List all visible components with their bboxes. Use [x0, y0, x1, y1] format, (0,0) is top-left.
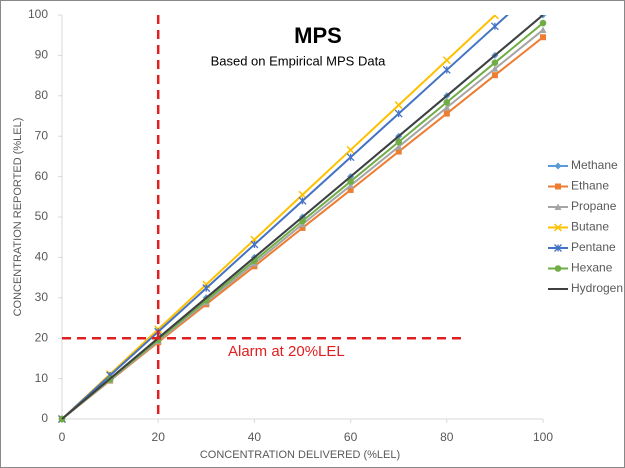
y-tick-label: 50 [35, 209, 49, 223]
marker [347, 186, 354, 193]
x-tick-label: 100 [533, 430, 553, 444]
legend-label: Propane [571, 199, 617, 213]
marker [347, 181, 355, 189]
marker [298, 190, 307, 199]
marker [395, 138, 403, 146]
marker [554, 162, 562, 170]
marker [394, 109, 403, 118]
marker [442, 65, 451, 74]
marker [299, 224, 306, 231]
legend-label: Methane [571, 158, 618, 172]
legend-label: Butane [571, 220, 609, 234]
marker [394, 101, 403, 110]
marker [298, 196, 307, 205]
legend-label: Pentane [571, 240, 616, 254]
marker [202, 284, 211, 293]
marker [346, 153, 355, 162]
y-tick-label: 10 [35, 371, 49, 385]
marker [491, 72, 498, 79]
legend-label: Hydrogen [571, 281, 623, 295]
marker [490, 15, 499, 20]
marker [539, 19, 547, 27]
marker [539, 26, 547, 33]
marker [347, 178, 354, 185]
marker [553, 223, 563, 232]
y-tick-label: 0 [41, 411, 48, 425]
series-line [61, 15, 496, 420]
chart-subtitle: Based on Empirical MPS Data [211, 53, 387, 68]
marker [443, 98, 451, 106]
x-axis-title: CONCENTRATION DELIVERED (%LEL) [200, 449, 400, 461]
marker [554, 265, 562, 272]
legend-label: Ethane [571, 179, 609, 193]
marker [442, 56, 451, 65]
y-tick-label: 100 [28, 7, 48, 21]
legend-label: Hexane [571, 261, 613, 275]
series-line [61, 15, 544, 420]
marker [491, 65, 499, 72]
marker [395, 143, 403, 150]
chart-title: MPS [294, 23, 342, 48]
marker [491, 59, 499, 66]
marker [443, 110, 450, 117]
marker [554, 244, 562, 252]
x-tick-label: 80 [440, 430, 454, 444]
y-tick-label: 70 [35, 128, 49, 142]
marker [250, 240, 259, 249]
marker [540, 34, 546, 41]
y-tick-label: 20 [35, 330, 49, 344]
marker [395, 148, 402, 155]
y-tick-label: 80 [35, 88, 49, 102]
marker [346, 145, 355, 154]
y-axis-title: CONCENTRATION REPORTED (%LEL) [12, 118, 24, 317]
x-tick-label: 20 [152, 430, 166, 444]
x-tick-label: 60 [344, 430, 358, 444]
alarm-annotation: Alarm at 20%LEL [228, 343, 345, 360]
y-tick-label: 40 [35, 250, 49, 264]
y-tick-label: 90 [35, 48, 49, 62]
y-tick-label: 60 [35, 169, 49, 183]
x-tick-label: 0 [59, 430, 66, 444]
plot-area [57, 15, 547, 424]
marker [554, 203, 562, 210]
marker [490, 22, 499, 31]
marker [555, 183, 561, 190]
y-tick-label: 30 [35, 290, 49, 304]
x-tick-label: 40 [248, 430, 262, 444]
marker [443, 104, 451, 111]
